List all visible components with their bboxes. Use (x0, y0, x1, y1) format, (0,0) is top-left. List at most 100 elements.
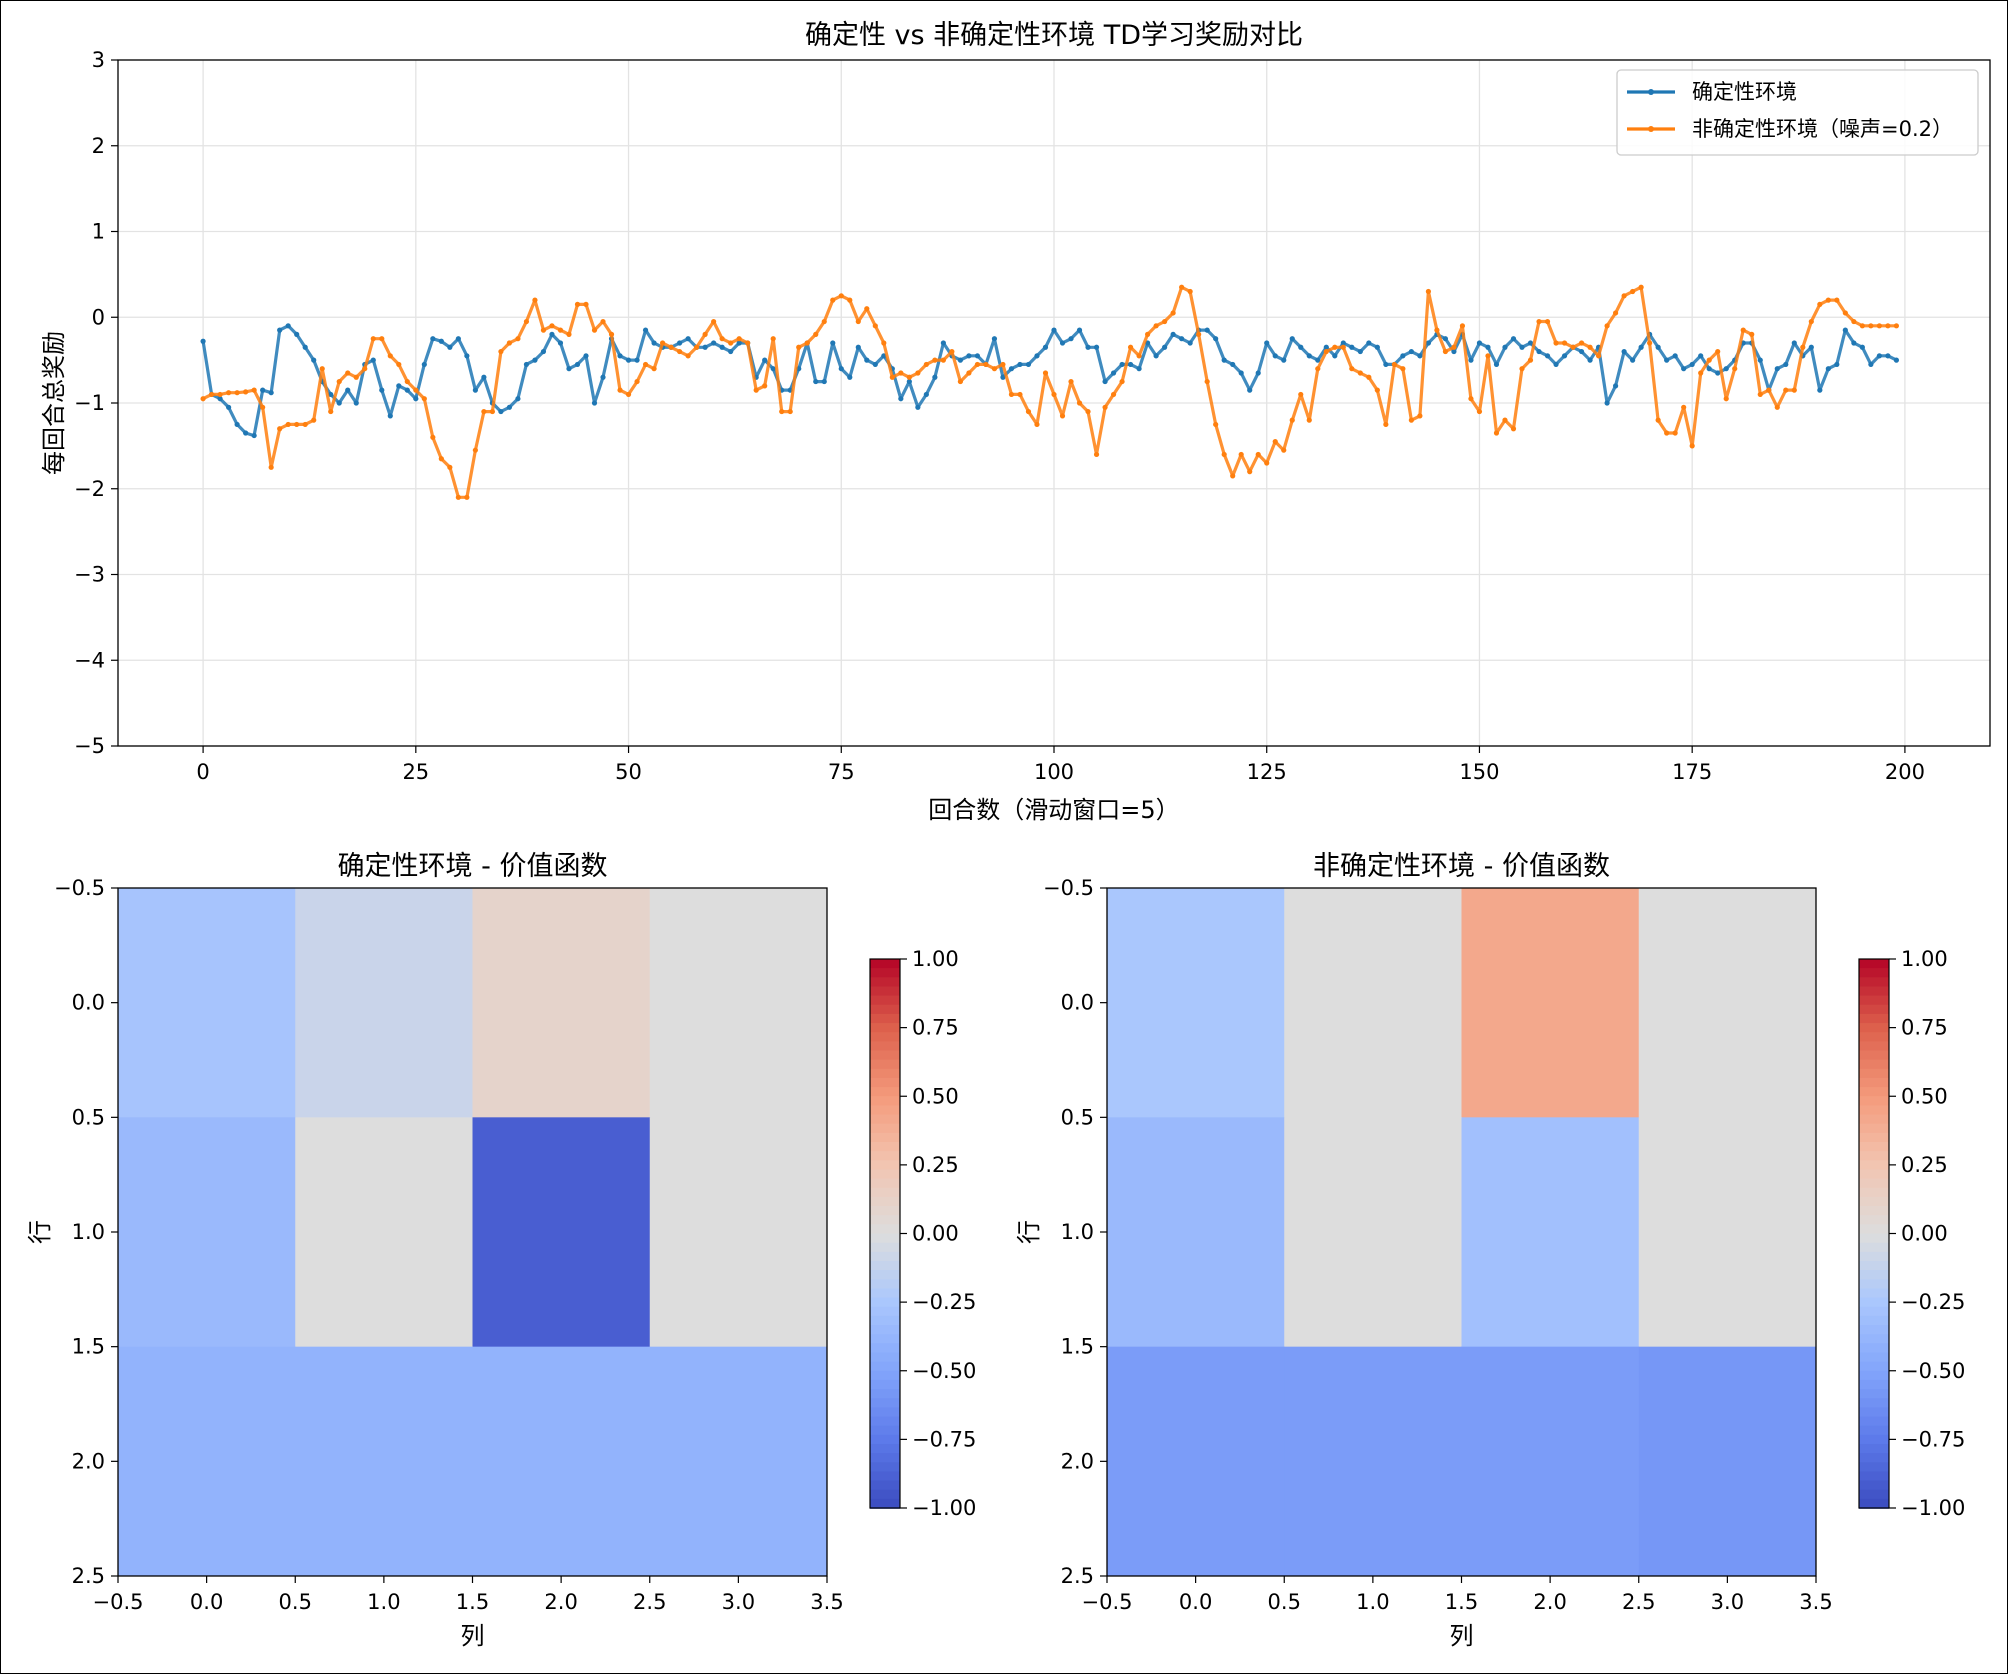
data-point (719, 344, 725, 350)
colorbar-segment (1859, 1151, 1889, 1162)
data-point (1417, 353, 1423, 359)
colorbar-segment (1859, 1361, 1889, 1372)
data-point (625, 391, 632, 398)
colorbar-segment (1859, 1096, 1889, 1107)
colorbar-segment (870, 1389, 900, 1399)
colorbar-segment (1859, 1224, 1889, 1235)
colorbar-segment (870, 1178, 900, 1189)
data-point (1672, 430, 1678, 436)
data-point (1587, 357, 1593, 363)
data-point (864, 357, 870, 363)
data-point (1561, 340, 1568, 346)
colorbar-segment (870, 986, 900, 997)
data-point (1340, 340, 1346, 346)
data-point (234, 390, 240, 396)
y-tick-label: 2.0 (1061, 1449, 1094, 1473)
heatmap-cell (1461, 1117, 1640, 1348)
colorbar-segment (870, 1325, 900, 1335)
colorbar-segment (1859, 1471, 1889, 1482)
heatmap-cell (649, 888, 828, 1118)
colorbar-segment (870, 1059, 900, 1070)
data-point (1068, 378, 1074, 385)
data-point (430, 336, 436, 342)
data-point (1170, 310, 1176, 316)
data-point (642, 361, 649, 368)
colorbar-segment (870, 1215, 900, 1226)
data-point (1825, 366, 1831, 372)
colorbar-segment (870, 1151, 900, 1162)
data-point (1766, 387, 1772, 393)
legend-label: 非确定性环境（噪声=0.2） (1692, 117, 1953, 141)
data-point (1349, 366, 1355, 372)
data-point (1519, 344, 1525, 350)
data-point (668, 344, 674, 350)
data-point (1817, 387, 1823, 393)
colorbar-segment (1859, 1434, 1889, 1445)
chart-title: 确定性 vs 非确定性环境 TD学习奖励对比 (805, 20, 1303, 51)
data-point (872, 361, 878, 368)
colorbar-segment (1859, 1315, 1889, 1326)
x-axis-label: 列 (1450, 1622, 1474, 1650)
data-point (1613, 310, 1619, 316)
data-point (515, 396, 521, 402)
data-point (1442, 336, 1449, 342)
data-point (1740, 327, 1746, 333)
y-axis-label: 每回合总奖励 (40, 331, 68, 475)
data-point (1110, 370, 1117, 376)
x-tick-label: 3.5 (1799, 1590, 1832, 1614)
colorbar-segment (870, 1462, 900, 1473)
data-point (387, 413, 393, 419)
data-point (1366, 374, 1372, 380)
data-point (1017, 361, 1023, 368)
x-tick-label: 0.5 (1268, 1590, 1301, 1614)
data-point (1493, 430, 1500, 436)
colorbar-segment (870, 1343, 900, 1354)
colorbar-segment (870, 1169, 900, 1180)
colorbar-segment (1859, 1334, 1889, 1345)
heatmap-cell (1461, 888, 1640, 1118)
data-point (728, 340, 734, 346)
data-point (1434, 327, 1440, 333)
data-point (1536, 318, 1542, 325)
colorbar-segment (870, 1279, 900, 1290)
data-point (745, 340, 751, 346)
data-point (1817, 301, 1823, 307)
data-point (932, 374, 938, 380)
data-point (557, 327, 564, 333)
colorbar-segment (870, 1352, 900, 1363)
data-point (1425, 288, 1431, 295)
data-point (413, 387, 419, 393)
colorbar-tick-label: −0.50 (1901, 1359, 1965, 1383)
colorbar-segment (1859, 995, 1889, 1006)
data-point (200, 338, 206, 344)
data-point (1476, 408, 1483, 415)
colorbar-tick-label: 0.25 (912, 1153, 959, 1177)
data-point (821, 378, 827, 385)
data-point (1221, 451, 1227, 458)
y-tick-label: 0.5 (72, 1105, 105, 1129)
heatmap-cell (649, 1346, 828, 1577)
colorbar-segment (870, 995, 900, 1006)
colorbar-segment (1859, 1370, 1889, 1381)
data-point (481, 374, 487, 380)
heatmap-cell (1107, 888, 1285, 1118)
x-tick-label: 0.5 (279, 1590, 312, 1614)
data-point (566, 331, 572, 337)
colorbar-segment (1859, 1132, 1889, 1143)
data-point (1774, 366, 1780, 372)
data-point (1715, 348, 1721, 355)
data-point (1298, 344, 1304, 350)
data-point (1723, 366, 1729, 372)
data-point (396, 361, 402, 368)
data-point (1859, 344, 1865, 350)
data-point (1059, 413, 1066, 419)
data-point (1196, 331, 1202, 337)
data-point (294, 421, 300, 428)
colorbar-segment (870, 1306, 900, 1317)
data-point (1008, 391, 1015, 398)
data-point (1042, 370, 1049, 376)
y-tick-label: 3 (92, 48, 105, 72)
data-point (1553, 340, 1559, 346)
data-point (438, 338, 444, 344)
